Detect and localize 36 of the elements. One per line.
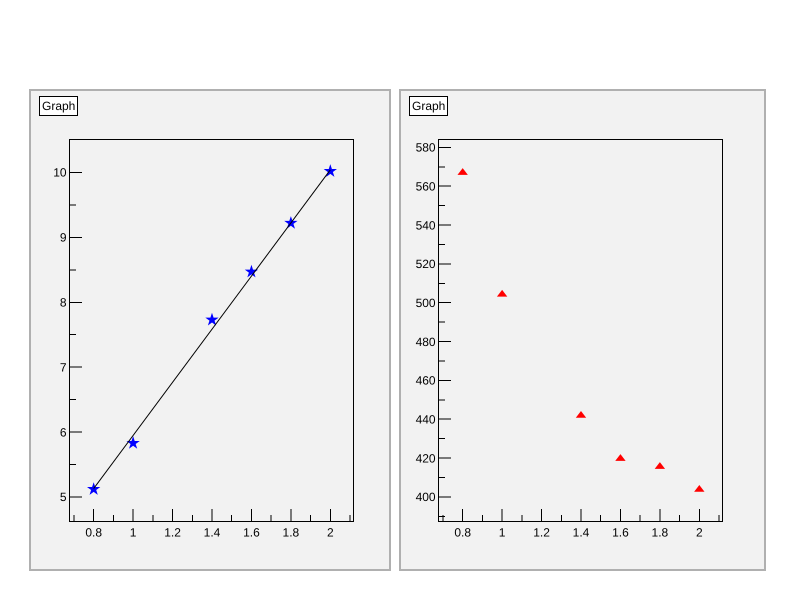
y-tick-label: 500 (416, 296, 436, 310)
y-tick-label: 560 (416, 179, 436, 194)
x-tick-label: 1 (130, 525, 137, 540)
y-tick-label: 10 (53, 166, 67, 180)
x-tick-label: 1.2 (533, 525, 550, 540)
y-tick-label: 420 (416, 451, 436, 466)
chart-title: Graph (42, 99, 76, 113)
x-tick-label: 1.6 (612, 525, 630, 540)
y-tick-label: 540 (416, 218, 436, 232)
y-tick-label: 8 (60, 295, 67, 310)
x-tick-label: 1.8 (652, 525, 669, 540)
y-tick-label: 7 (60, 360, 67, 374)
y-tick-label: 6 (60, 425, 67, 440)
y-tick-label: 520 (416, 257, 436, 272)
point (126, 436, 140, 449)
y-tick-label: 580 (416, 140, 436, 155)
x-tick-label: 2 (696, 525, 703, 540)
y-tick-label: 400 (416, 490, 436, 504)
y-tick-label: 440 (416, 412, 436, 426)
x-tick-label: 0.8 (454, 525, 472, 540)
x-tick-label: 1.4 (572, 525, 590, 540)
x-tick-label: 1.2 (164, 525, 182, 540)
x-tick-label: 1.8 (282, 525, 300, 540)
x-tick-label: 1.6 (243, 525, 260, 540)
x-tick-label: 1 (498, 525, 506, 540)
point (205, 312, 219, 326)
chart-title: Graph (412, 99, 446, 113)
x-tick-label: 2 (326, 525, 334, 540)
y-tick-label: 480 (416, 334, 436, 349)
x-tick-label: 0.8 (85, 525, 102, 540)
point (324, 164, 337, 177)
y-tick-label: 460 (416, 374, 436, 388)
x-tick-label: 1.4 (204, 525, 221, 540)
y-tick-label: 9 (60, 230, 67, 245)
y-tick-label: 5 (60, 490, 67, 504)
point (87, 482, 100, 495)
